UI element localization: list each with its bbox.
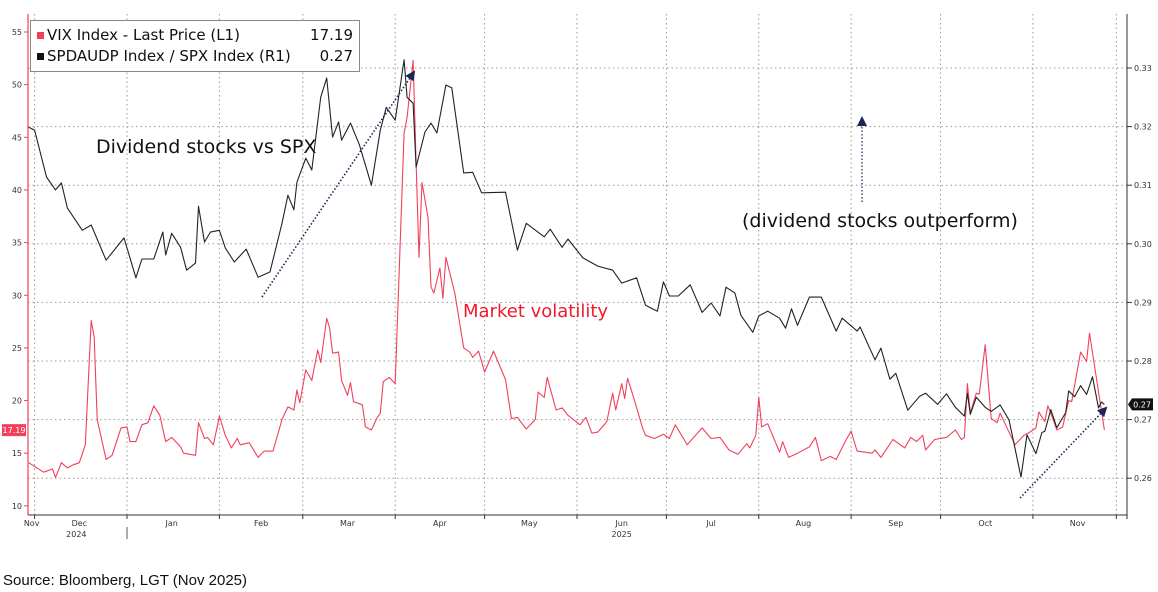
x-axis-year-label: 2024 (66, 530, 86, 539)
legend-swatch-vix (37, 32, 44, 39)
x-axis-tick-label: Sep (888, 519, 903, 528)
last-value-tag-vix: 17.19 (3, 426, 26, 435)
right-axis-tick-label: 0.28 (1134, 357, 1152, 366)
right-axis-tick-label: 0.30 (1134, 240, 1152, 249)
right-axis-tick-label: 0.32 (1134, 123, 1152, 132)
left-axis-tick-label: 20 (12, 397, 22, 406)
left-axis-tick-label: 15 (12, 449, 22, 458)
legend-value-vix: 17.19 (310, 26, 353, 44)
last-value-tag-vix-bg (2, 424, 26, 437)
x-axis-tick-label: Dec (72, 519, 87, 528)
x-axis-tick-label: Feb (254, 519, 268, 528)
right-axis-tick-label: 0.27 (1134, 416, 1152, 425)
left-axis-tick-label: 10 (12, 502, 22, 511)
x-axis-tick-label: Nov (1070, 519, 1086, 528)
x-axis-year-label: 2025 (612, 530, 632, 539)
x-axis-tick-label: Nov (24, 519, 40, 528)
series-line-vix (28, 59, 1105, 478)
right-axis-tick-label: 0.29 (1134, 298, 1152, 307)
annotation-dividend: Dividend stocks vs SPX (96, 136, 317, 158)
trend-arrow-dividend-rise (261, 70, 416, 298)
x-axis-tick-label: Jul (705, 519, 716, 528)
annotation-volatility: Market volatility (463, 301, 609, 322)
right-axis-tick-label: 0.31 (1134, 181, 1152, 190)
legend-swatch-ratio (37, 53, 44, 60)
legend-label-ratio: SPDAUDP Index / SPX Index (R1) (47, 47, 291, 65)
last-value-tag-ratio-bg (1128, 398, 1153, 411)
legend-item-ratio: SPDAUDP Index / SPX Index (R1) 0.27 (37, 46, 353, 67)
left-axis-tick-label: 55 (12, 28, 22, 37)
legend-item-vix: VIX Index - Last Price (L1) 17.19 (37, 25, 353, 46)
left-axis-tick-label: 30 (12, 291, 22, 300)
legend-value-ratio: 0.27 (319, 47, 353, 65)
x-axis-tick-label: Jun (614, 519, 628, 528)
x-axis-tick-label: Apr (433, 519, 448, 528)
series-layer (28, 59, 1105, 478)
series-line-ratio (28, 59, 1105, 478)
left-axis-tick-label: 25 (12, 344, 22, 353)
legend: VIX Index - Last Price (L1) 17.19 SPDAUD… (30, 20, 360, 72)
gridlines (28, 14, 1127, 515)
last-value-tag-ratio: 0.27 (1133, 400, 1151, 409)
x-axis-tick-label: Mar (340, 519, 356, 528)
right-axis-tick-label: 0.26 (1134, 474, 1152, 483)
left-axis-tick-label: 35 (12, 239, 22, 248)
annotation-outperform: (dividend stocks outperform) (742, 210, 1018, 232)
x-axis-tick-label: May (521, 519, 538, 528)
last-value-tags: 17.19 0.27 (2, 398, 1153, 437)
x-axis-tick-label: Aug (796, 519, 812, 528)
left-axis-tick-label: 45 (12, 133, 22, 142)
x-axis-tick-label: Oct (978, 519, 992, 528)
trend-arrows (261, 70, 1108, 499)
trend-arrow-recent-rise (1019, 406, 1108, 499)
source-note: Source: Bloomberg, LGT (Nov 2025) (3, 572, 248, 589)
right-axis-tick-label: 0.33 (1134, 64, 1152, 73)
x-axis-tick-label: Jan (165, 519, 178, 528)
left-axis-tick-label: 50 (12, 81, 22, 90)
legend-label-vix: VIX Index - Last Price (L1) (47, 26, 240, 44)
axes: 0.33 0.32 0.31 0.30 0.29 0.28 0.27 0.26 55 50 45 40… (12, 14, 1152, 539)
left-axis-tick-label: 40 (12, 186, 22, 195)
